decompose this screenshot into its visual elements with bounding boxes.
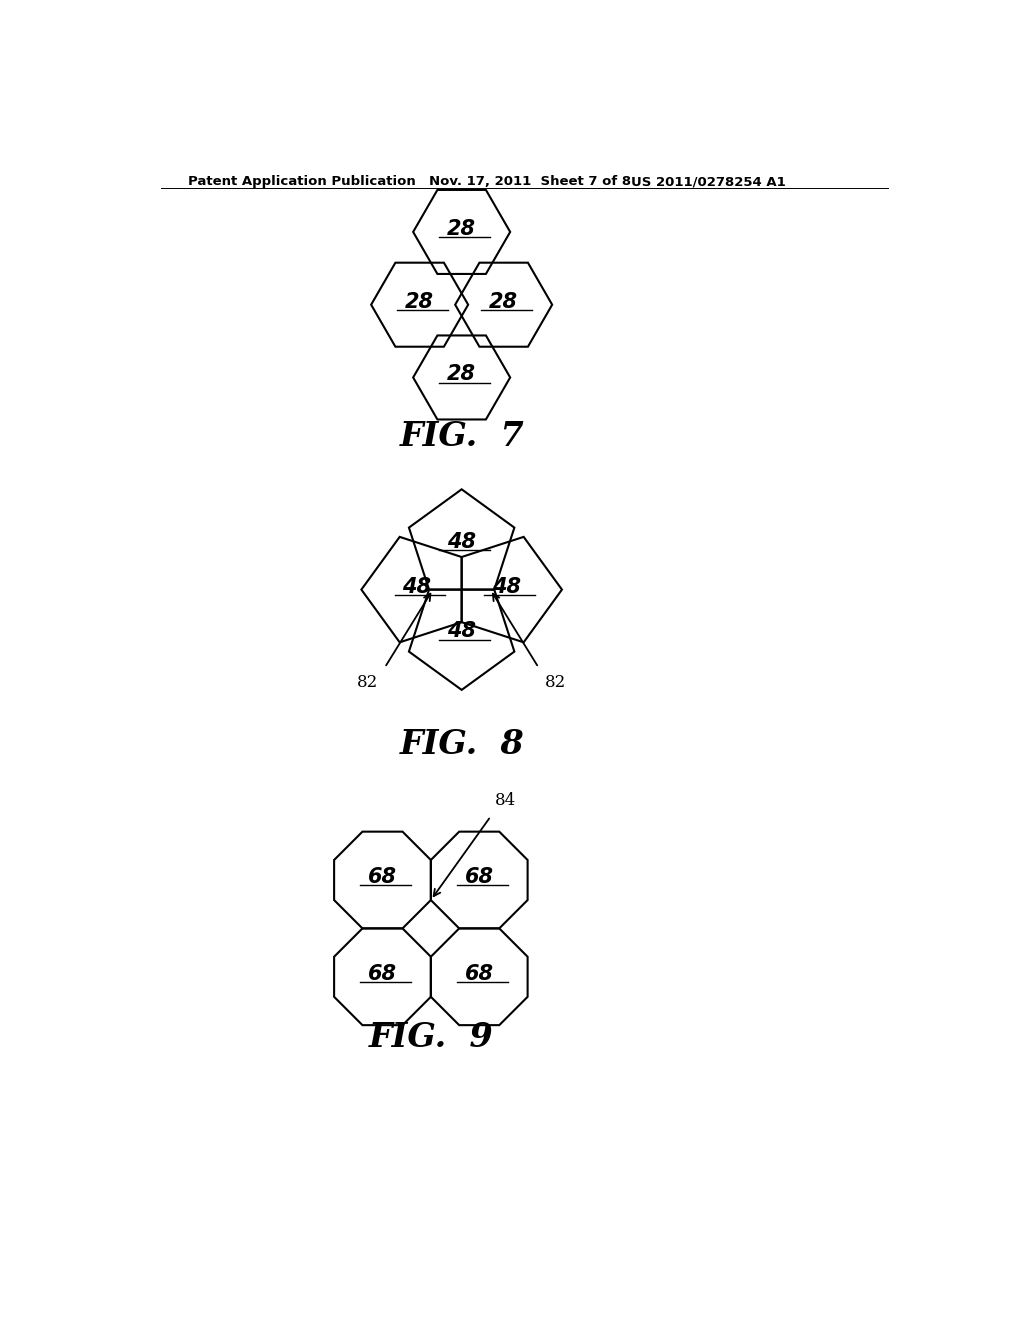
Text: 82: 82 [357,675,379,690]
Text: 68: 68 [465,964,494,983]
Text: 28: 28 [406,292,434,312]
Text: Patent Application Publication: Patent Application Publication [188,176,416,189]
Text: FIG.  7: FIG. 7 [399,420,524,453]
Text: 68: 68 [368,964,397,983]
Text: 68: 68 [368,867,397,887]
Text: 48: 48 [447,622,476,642]
Text: 48: 48 [492,577,521,597]
Text: 48: 48 [447,532,476,552]
Text: FIG.  9: FIG. 9 [369,1020,494,1053]
Text: US 2011/0278254 A1: US 2011/0278254 A1 [631,176,785,189]
Text: 28: 28 [447,219,476,239]
Text: 48: 48 [402,577,431,597]
Text: 84: 84 [495,792,516,809]
Text: 28: 28 [489,292,518,312]
Text: 28: 28 [447,364,476,384]
Text: Nov. 17, 2011  Sheet 7 of 8: Nov. 17, 2011 Sheet 7 of 8 [429,176,632,189]
Text: FIG.  8: FIG. 8 [399,729,524,762]
Text: 68: 68 [465,867,494,887]
Text: 82: 82 [545,675,566,690]
